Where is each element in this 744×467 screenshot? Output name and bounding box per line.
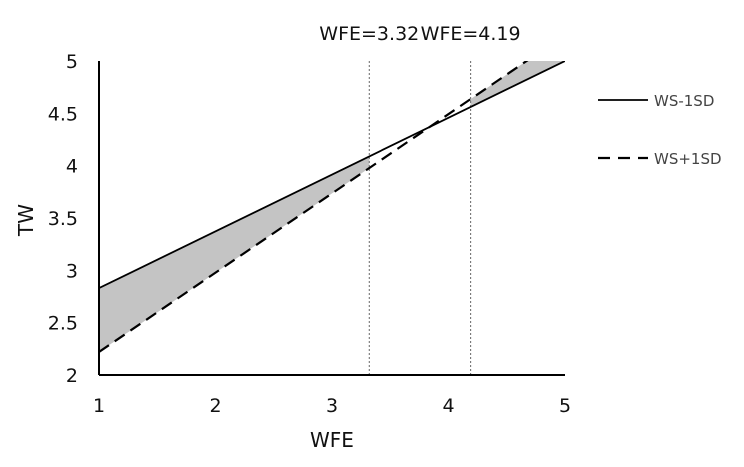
x-tick-label: 4 <box>442 395 454 417</box>
x-axis-title: WFE <box>310 428 354 452</box>
x-tick-label: 2 <box>209 395 221 417</box>
x-tick-label: 3 <box>326 395 338 417</box>
y-tick-label: 2.5 <box>48 313 78 335</box>
shaded-region-right <box>470 61 565 107</box>
y-tick-label: 4 <box>66 156 78 178</box>
y-tick-label: 3 <box>66 260 78 282</box>
reference-lines-group: WFE=3.32 WFE=4.19 <box>319 23 521 375</box>
legend: WS-1SD WS+1SD <box>598 92 722 168</box>
y-tick-label: 5 <box>66 51 78 73</box>
y-tick-label: 4.5 <box>48 103 78 125</box>
reference-line-label-2: WFE=4.19 <box>421 23 521 45</box>
x-tick-label: 5 <box>559 395 571 417</box>
y-tick-label: 3.5 <box>48 208 78 230</box>
series-line-ws-minus-1sd <box>99 61 565 289</box>
reference-line-label-1: WFE=3.32 <box>319 23 419 45</box>
x-tick-label: 1 <box>93 395 105 417</box>
legend-label-1: WS-1SD <box>654 92 714 110</box>
y-axis-title: TW <box>14 204 38 237</box>
series-lines-group <box>99 61 565 353</box>
legend-label-2: WS+1SD <box>654 150 722 168</box>
series-line-ws-plus-1sd <box>99 61 529 353</box>
shaded-region-left <box>99 156 370 352</box>
tick-labels-group: 1 2 3 4 522.533.544.55 <box>48 51 571 417</box>
y-tick-label: 2 <box>66 365 78 387</box>
axes-group <box>98 61 565 376</box>
